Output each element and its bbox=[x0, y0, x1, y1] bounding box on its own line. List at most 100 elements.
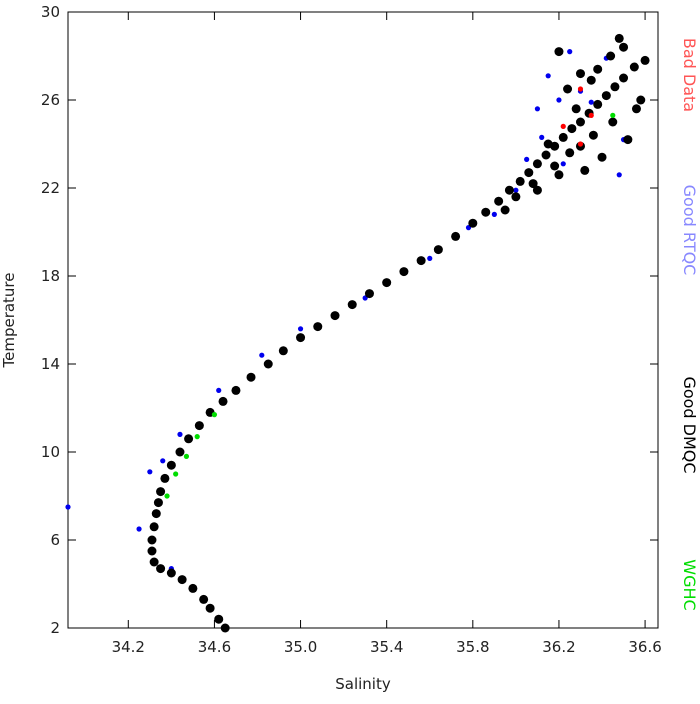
data-point bbox=[218, 396, 228, 406]
data-point bbox=[597, 152, 607, 162]
data-point bbox=[623, 135, 633, 145]
data-point bbox=[231, 385, 241, 395]
x-tick-label: 35.0 bbox=[284, 638, 317, 656]
data-point bbox=[593, 64, 603, 74]
data-point bbox=[560, 161, 566, 167]
y-tick-label: 2 bbox=[50, 619, 60, 637]
data-point bbox=[153, 498, 163, 508]
data-point bbox=[451, 231, 461, 241]
data-point bbox=[588, 130, 598, 140]
data-point bbox=[166, 460, 176, 470]
data-point bbox=[571, 104, 581, 114]
y-tick-label: 22 bbox=[41, 179, 60, 197]
data-point bbox=[636, 95, 646, 105]
x-tick-label: 35.4 bbox=[370, 638, 403, 656]
data-point bbox=[504, 185, 514, 195]
data-point bbox=[184, 434, 194, 444]
data-point bbox=[554, 170, 564, 180]
x-tick-label: 36.2 bbox=[542, 638, 575, 656]
data-point bbox=[199, 594, 209, 604]
data-point bbox=[580, 165, 590, 175]
legend-entry: WGHC bbox=[680, 559, 699, 610]
y-axis-label: Temperature bbox=[0, 272, 18, 368]
x-axis-label: Salinity bbox=[335, 675, 391, 693]
data-point bbox=[330, 311, 340, 321]
data-point bbox=[543, 139, 553, 149]
plot-frame bbox=[67, 11, 659, 629]
data-point bbox=[601, 91, 611, 101]
data-point bbox=[156, 564, 166, 574]
data-point bbox=[513, 187, 519, 193]
data-point bbox=[588, 112, 594, 118]
data-point bbox=[188, 583, 198, 593]
data-point bbox=[147, 469, 153, 475]
data-point bbox=[296, 333, 306, 343]
data-point bbox=[575, 117, 585, 127]
data-point bbox=[619, 73, 629, 83]
y-tick-label: 18 bbox=[41, 267, 60, 285]
data-point bbox=[468, 218, 478, 228]
data-point bbox=[614, 33, 624, 43]
data-point bbox=[297, 326, 304, 332]
data-point bbox=[149, 522, 159, 532]
legend-entry: Bad Data bbox=[680, 38, 699, 112]
data-point bbox=[175, 447, 185, 457]
data-point bbox=[259, 352, 265, 358]
data-point bbox=[205, 603, 215, 613]
data-point bbox=[156, 487, 166, 497]
data-point bbox=[528, 179, 538, 189]
data-point bbox=[532, 185, 542, 195]
data-point bbox=[560, 123, 566, 129]
data-point bbox=[177, 575, 187, 585]
data-point bbox=[194, 421, 204, 431]
x-tick-label: 35.8 bbox=[456, 638, 489, 656]
data-point bbox=[194, 434, 200, 440]
y-tick-label: 30 bbox=[41, 3, 60, 21]
y-tick-label: 14 bbox=[41, 355, 60, 373]
y-tick-label: 10 bbox=[41, 443, 60, 461]
data-point bbox=[416, 256, 426, 266]
y-tick-label: 6 bbox=[50, 531, 60, 549]
data-point bbox=[382, 278, 392, 288]
data-point bbox=[524, 168, 534, 178]
data-point bbox=[500, 205, 510, 215]
data-point bbox=[619, 42, 629, 52]
data-point bbox=[541, 150, 551, 160]
data-point bbox=[151, 509, 161, 519]
data-point bbox=[160, 458, 166, 464]
data-point bbox=[211, 412, 218, 418]
data-point bbox=[177, 431, 183, 437]
data-point bbox=[640, 55, 650, 65]
data-point bbox=[278, 346, 288, 356]
data-point bbox=[65, 504, 71, 510]
x-tick-label: 34.2 bbox=[112, 638, 145, 656]
data-point bbox=[550, 161, 560, 171]
data-point bbox=[534, 106, 541, 112]
data-point bbox=[347, 300, 357, 310]
data-point bbox=[313, 322, 323, 332]
data-point bbox=[593, 99, 603, 109]
legend-entry: Good RTQC bbox=[680, 185, 699, 276]
data-point bbox=[183, 453, 190, 459]
data-point bbox=[160, 473, 170, 483]
legend-entry: Good DMQC bbox=[680, 376, 699, 473]
data-point bbox=[220, 623, 230, 633]
data-point bbox=[577, 86, 584, 92]
data-point bbox=[433, 245, 443, 255]
data-point bbox=[481, 207, 491, 217]
data-point bbox=[511, 192, 521, 202]
data-point bbox=[567, 124, 577, 134]
data-point bbox=[558, 132, 568, 142]
data-point bbox=[246, 372, 256, 382]
data-point bbox=[173, 471, 179, 477]
data-point bbox=[608, 117, 618, 127]
data-point bbox=[136, 526, 142, 532]
data-point bbox=[554, 47, 564, 57]
y-tick-label: 26 bbox=[41, 91, 60, 109]
data-point bbox=[364, 289, 374, 299]
data-point bbox=[610, 82, 620, 92]
data-point bbox=[166, 568, 176, 578]
data-point bbox=[565, 148, 575, 158]
data-point bbox=[631, 104, 641, 114]
